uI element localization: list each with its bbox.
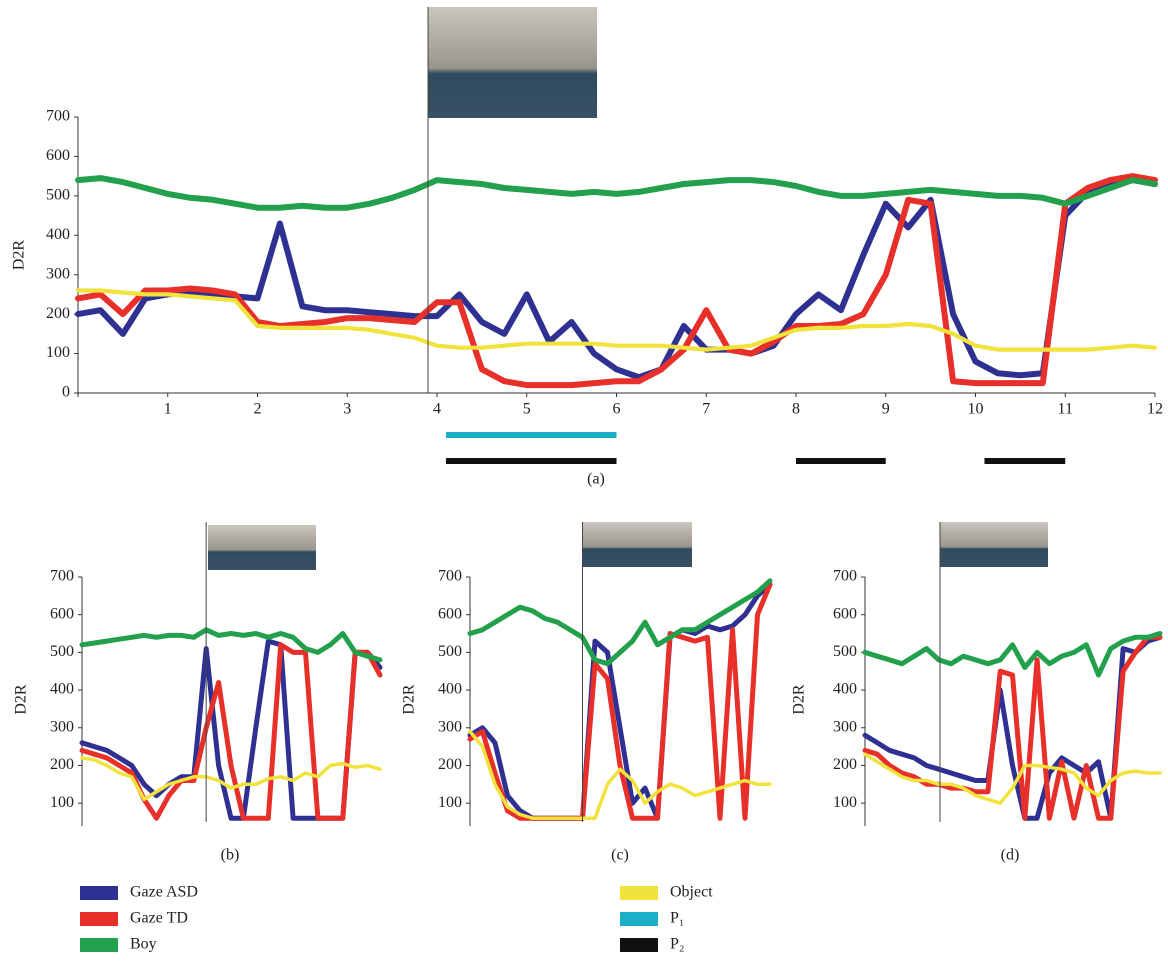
data-line <box>470 585 770 819</box>
legend-swatch <box>620 912 658 926</box>
legend-swatch <box>620 886 658 900</box>
video-frame <box>428 7 597 118</box>
legend-label: Object <box>670 884 713 901</box>
y-tick-label: 500 <box>50 643 74 660</box>
legend-label: Boy <box>130 936 157 953</box>
x-tick-label: 6 <box>613 401 621 418</box>
interval-bar <box>984 458 1065 464</box>
caption: (b) <box>221 847 240 864</box>
data-line <box>82 645 380 818</box>
y-axis-label: D2R <box>791 684 808 715</box>
legend-label: Gaze ASD <box>130 884 198 901</box>
y-tick-label: 200 <box>50 756 74 773</box>
x-tick-label: 2 <box>254 401 262 418</box>
y-tick-label: 100 <box>50 794 74 811</box>
y-tick-label: 200 <box>833 756 857 773</box>
y-axis-label: D2R <box>401 684 418 715</box>
x-tick-label: 8 <box>792 401 800 418</box>
data-line <box>470 585 770 819</box>
caption: (a) <box>587 471 605 488</box>
interval-bar <box>796 458 886 464</box>
y-axis-label: D2R <box>11 240 28 271</box>
y-tick-label: 500 <box>46 187 70 204</box>
interval-bar <box>446 458 617 464</box>
y-tick-label: 600 <box>833 605 857 622</box>
interval-bar <box>446 432 617 438</box>
video-frame <box>940 522 1048 567</box>
figure: 0100200300400500600700123456789101112D2R… <box>0 0 1168 964</box>
y-tick-label: 700 <box>50 568 74 585</box>
y-tick-label: 400 <box>833 681 857 698</box>
y-tick-label: 400 <box>50 681 74 698</box>
x-tick-label: 4 <box>433 401 441 418</box>
y-tick-label: 0 <box>62 384 70 401</box>
legend-label: P₂ <box>670 936 684 953</box>
y-tick-label: 600 <box>46 147 70 164</box>
y-tick-label: 300 <box>438 718 462 735</box>
y-tick-label: 300 <box>50 718 74 735</box>
y-tick-label: 100 <box>46 344 70 361</box>
y-tick-label: 100 <box>438 794 462 811</box>
x-tick-label: 3 <box>343 401 351 418</box>
data-line <box>82 641 380 818</box>
y-tick-label: 400 <box>438 681 462 698</box>
x-tick-label: 11 <box>1058 401 1073 418</box>
x-tick-label: 9 <box>882 401 890 418</box>
y-tick-label: 100 <box>833 794 857 811</box>
data-line <box>470 581 770 664</box>
legend-swatch <box>620 938 658 952</box>
legend-swatch <box>80 912 118 926</box>
data-line <box>78 178 1155 208</box>
data-line <box>865 634 1160 676</box>
video-frame <box>208 525 316 570</box>
y-tick-label: 700 <box>833 568 857 585</box>
data-line <box>82 630 380 660</box>
legend-swatch <box>80 886 118 900</box>
y-tick-label: 500 <box>833 643 857 660</box>
y-tick-label: 300 <box>833 718 857 735</box>
legend-label: Gaze TD <box>130 910 188 927</box>
data-line <box>865 637 1160 818</box>
y-tick-label: 500 <box>438 643 462 660</box>
x-tick-label: 5 <box>523 401 531 418</box>
y-tick-label: 700 <box>46 108 70 125</box>
y-tick-label: 200 <box>46 305 70 322</box>
video-frame <box>582 522 692 567</box>
y-tick-label: 600 <box>438 605 462 622</box>
y-tick-label: 400 <box>46 226 70 243</box>
y-tick-label: 200 <box>438 756 462 773</box>
y-axis-label: D2R <box>13 684 30 715</box>
x-tick-label: 10 <box>968 401 984 418</box>
y-tick-label: 300 <box>46 265 70 282</box>
legend-swatch <box>80 938 118 952</box>
x-tick-label: 12 <box>1147 401 1163 418</box>
x-tick-label: 1 <box>164 401 172 418</box>
legend-label: P₁ <box>670 910 684 927</box>
caption: (d) <box>1001 847 1020 864</box>
x-tick-label: 7 <box>702 401 710 418</box>
y-tick-label: 600 <box>50 605 74 622</box>
y-tick-label: 700 <box>438 568 462 585</box>
caption: (c) <box>611 847 629 864</box>
